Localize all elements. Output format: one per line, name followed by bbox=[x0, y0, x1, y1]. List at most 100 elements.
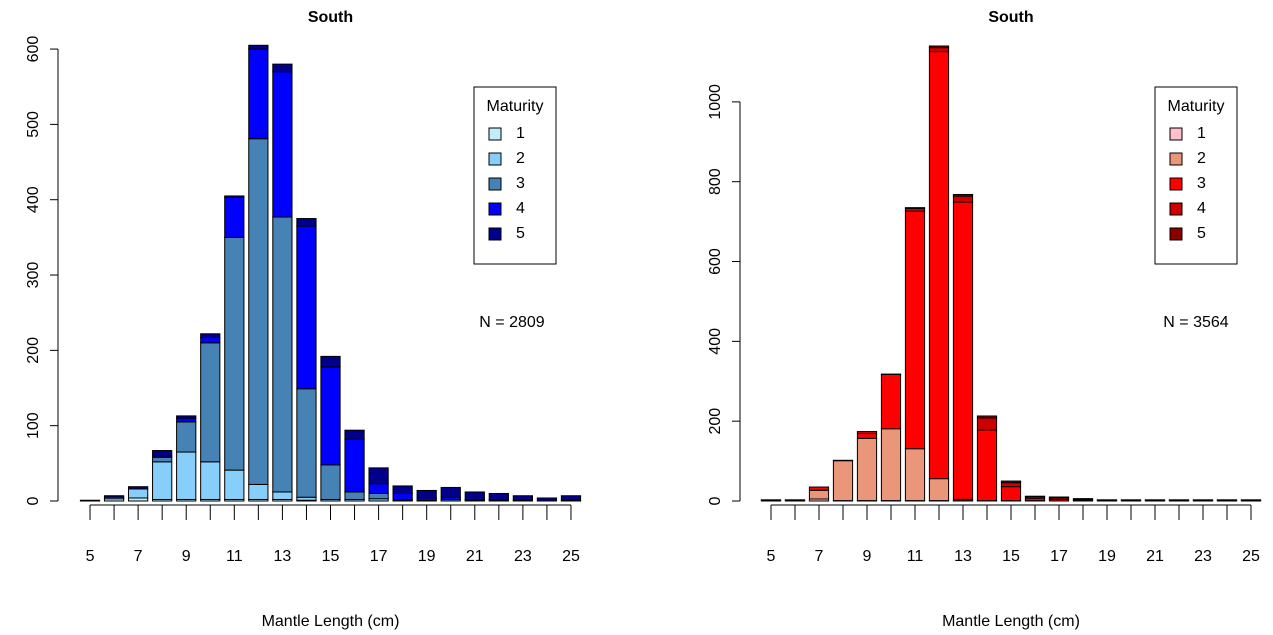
bar-segment bbox=[176, 421, 197, 453]
legend-box bbox=[473, 86, 557, 265]
bar-segment bbox=[832, 460, 854, 502]
bar-segment bbox=[904, 448, 926, 502]
x-tick-label: 13 bbox=[274, 548, 292, 565]
legend-swatch bbox=[1169, 177, 1183, 191]
legend-label: 4 bbox=[516, 200, 525, 217]
bar-segment bbox=[224, 196, 245, 238]
x-tick-label: 5 bbox=[767, 548, 776, 565]
bar-segment bbox=[976, 429, 998, 502]
bar-segment bbox=[344, 491, 365, 500]
chart-title: South bbox=[308, 9, 353, 26]
bar-segment bbox=[976, 417, 998, 431]
bar-segment bbox=[128, 488, 149, 499]
bar-segment bbox=[856, 433, 878, 439]
x-tick-label: 17 bbox=[1050, 548, 1068, 565]
bar-segment bbox=[856, 431, 878, 435]
legend-box bbox=[1154, 86, 1238, 265]
y-tick-label: 400 bbox=[707, 328, 724, 355]
bar-segment bbox=[1048, 496, 1070, 499]
x-tick-label: 25 bbox=[562, 548, 580, 565]
bar-segment bbox=[1072, 498, 1094, 500]
bar-segment bbox=[368, 467, 389, 485]
bar-segment bbox=[1000, 480, 1022, 484]
x-tick-label: 11 bbox=[226, 548, 243, 565]
x-tick-label: 5 bbox=[86, 548, 95, 565]
bar-segment bbox=[392, 485, 413, 494]
legend-swatch bbox=[1169, 202, 1183, 216]
x-tick-label: 9 bbox=[863, 548, 872, 565]
bar-segment bbox=[808, 486, 830, 491]
bar-segment bbox=[560, 495, 582, 501]
x-tick-label: 13 bbox=[954, 548, 972, 565]
bar-segment bbox=[536, 497, 558, 502]
x-tick-label: 7 bbox=[815, 548, 824, 565]
bar-segment bbox=[152, 456, 173, 463]
x-tick-label: 7 bbox=[134, 548, 143, 565]
legend-swatch bbox=[488, 202, 502, 216]
y-tick-label: 100 bbox=[25, 412, 42, 439]
bar-segment bbox=[248, 48, 269, 140]
bar-segment bbox=[952, 201, 974, 500]
bar-segment bbox=[928, 51, 950, 480]
bar-segment bbox=[272, 63, 293, 73]
bar-segment bbox=[152, 450, 173, 457]
bar-segment bbox=[440, 486, 461, 498]
legend-swatch bbox=[1169, 152, 1183, 166]
legend-swatch bbox=[488, 152, 502, 166]
bar-segment bbox=[928, 478, 950, 502]
bar-segment bbox=[392, 492, 413, 500]
bar-segment bbox=[272, 71, 293, 218]
bar-segment bbox=[808, 489, 830, 500]
bar-segment bbox=[224, 469, 245, 500]
legend-label: 1 bbox=[1197, 125, 1206, 142]
y-tick-label: 300 bbox=[25, 262, 42, 289]
legend-label: 3 bbox=[1197, 175, 1206, 192]
bar-segment bbox=[344, 429, 365, 440]
bar-segment bbox=[248, 138, 269, 485]
legend-swatch bbox=[488, 227, 502, 241]
legend-label: 4 bbox=[1197, 200, 1206, 217]
bar-segment bbox=[272, 216, 293, 493]
bar-segment bbox=[224, 236, 245, 471]
bar-segment bbox=[344, 438, 365, 493]
bar-segment bbox=[296, 218, 317, 227]
bar-segment bbox=[856, 437, 878, 502]
y-tick-label: 200 bbox=[25, 337, 42, 364]
legend-label: 5 bbox=[516, 225, 525, 242]
bar-segment bbox=[952, 195, 974, 203]
y-tick-label: 200 bbox=[707, 408, 724, 435]
chart-title: South bbox=[988, 9, 1033, 26]
bar-segment bbox=[152, 461, 173, 500]
bar-segment bbox=[296, 225, 317, 390]
bar-segment bbox=[904, 207, 926, 209]
bar-segment bbox=[320, 366, 341, 466]
bar-segment bbox=[320, 355, 341, 368]
y-tick-label: 600 bbox=[707, 248, 724, 275]
bar-segment bbox=[880, 373, 902, 430]
x-tick-label: 21 bbox=[1146, 548, 1164, 565]
bar-segment bbox=[272, 491, 293, 500]
x-tick-label: 15 bbox=[322, 548, 340, 565]
legend-swatch bbox=[1169, 127, 1183, 141]
legend-title: Maturity bbox=[487, 98, 544, 115]
x-tick-label: 19 bbox=[1098, 548, 1116, 565]
bar-segment bbox=[176, 451, 197, 500]
bar-segment bbox=[200, 342, 221, 463]
legend-label: 3 bbox=[516, 175, 525, 192]
bar-segment bbox=[200, 337, 221, 344]
legend-swatch bbox=[488, 127, 502, 141]
bar-segment bbox=[128, 486, 149, 490]
bar-segment bbox=[1000, 482, 1022, 488]
bar-segment bbox=[248, 483, 269, 500]
x-tick-label: 19 bbox=[418, 548, 436, 565]
legend-label: 5 bbox=[1197, 225, 1206, 242]
y-tick-label: 1000 bbox=[707, 84, 724, 120]
bar-segment bbox=[176, 415, 197, 419]
annotation: N = 2809 bbox=[479, 314, 544, 331]
bar-segment bbox=[224, 195, 245, 198]
bar-segment bbox=[320, 464, 341, 500]
legend-title: Maturity bbox=[1168, 98, 1225, 115]
bar-segment bbox=[79, 499, 101, 502]
